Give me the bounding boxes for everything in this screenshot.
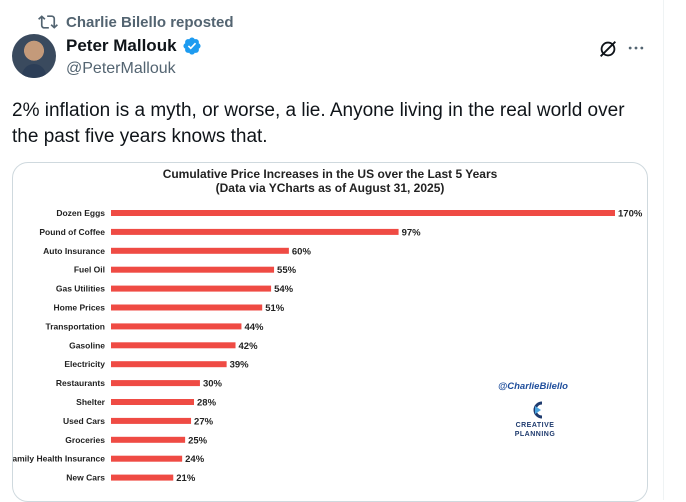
author-name-row[interactable]: Peter Mallouk: [66, 36, 202, 56]
category-label: Used Cars: [63, 416, 105, 426]
value-label: 24%: [185, 454, 205, 465]
brand-line-2: PLANNING: [515, 431, 556, 438]
category-label: Shelter: [76, 397, 106, 407]
bar: [111, 380, 200, 387]
grok-icon[interactable]: [597, 38, 619, 60]
author-name[interactable]: Peter Mallouk: [66, 36, 177, 55]
category-label: Transportation: [45, 321, 105, 331]
category-label: Family Health Insurance: [13, 454, 105, 464]
bar: [111, 247, 289, 254]
chart-title: Cumulative Price Increases in the US ove…: [163, 167, 498, 181]
value-label: 25%: [188, 435, 208, 446]
repost-indicator[interactable]: Charlie Bilello reposted: [38, 12, 234, 32]
value-label: 39%: [230, 360, 250, 371]
bar: [111, 474, 174, 481]
value-label: 54%: [274, 284, 294, 295]
bar: [111, 304, 263, 311]
right-border: [663, 0, 686, 500]
chart-subtitle: (Data via YCharts as of August 31, 2025): [216, 181, 445, 195]
value-label: 21%: [176, 473, 196, 484]
category-label: Gasoline: [69, 340, 105, 350]
category-label: Gas Utilities: [56, 284, 105, 294]
value-label: 27%: [194, 416, 214, 427]
bar: [111, 228, 399, 235]
category-label: Fuel Oil: [74, 265, 105, 275]
brand-line-1: CREATIVE: [516, 422, 555, 429]
value-label: 51%: [265, 303, 285, 314]
bar: [111, 417, 192, 424]
value-label: 28%: [197, 398, 217, 409]
category-label: Electricity: [64, 359, 105, 369]
value-label: 170%: [618, 209, 643, 220]
value-label: 60%: [292, 246, 312, 257]
bar: [111, 285, 272, 292]
bar-chart: Cumulative Price Increases in the US ove…: [13, 167, 643, 484]
bar: [111, 399, 195, 405]
bar: [111, 342, 236, 349]
bar: [111, 323, 242, 330]
category-label: Restaurants: [56, 378, 105, 388]
bar: [111, 361, 227, 368]
category-label: Auto Insurance: [43, 246, 105, 256]
bar: [111, 210, 615, 216]
value-label: 44%: [244, 322, 264, 333]
value-label: 30%: [203, 379, 223, 390]
value-label: 42%: [239, 341, 259, 352]
bar: [111, 455, 183, 462]
repost-label: Charlie Bilello reposted: [66, 13, 234, 31]
verified-badge-icon: [183, 37, 201, 55]
category-label: Home Prices: [54, 303, 106, 313]
more-options-icon[interactable]: [626, 38, 646, 58]
category-label: Dozen Eggs: [56, 208, 105, 218]
value-label: 97%: [402, 227, 422, 238]
category-label: Groceries: [65, 435, 105, 445]
avatar[interactable]: [12, 34, 56, 78]
category-label: New Cars: [66, 473, 105, 483]
tweet-text: 2% inflation is a myth, or worse, a lie.…: [12, 100, 625, 147]
category-label: Pound of Coffee: [39, 227, 105, 237]
value-label: 55%: [277, 265, 297, 276]
bar: [111, 266, 275, 273]
chart-watermark: @CharlieBilello: [498, 381, 568, 392]
chart-image-card[interactable]: Cumulative Price Increases in the US ove…: [12, 162, 648, 502]
bar: [111, 436, 186, 443]
repost-icon: [38, 15, 58, 29]
author-handle[interactable]: @PeterMallouk: [66, 60, 176, 77]
creative-planning-logo: [533, 401, 543, 419]
